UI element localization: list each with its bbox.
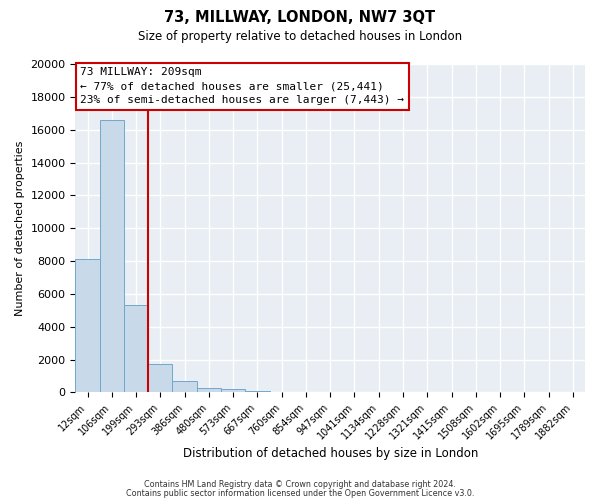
X-axis label: Distribution of detached houses by size in London: Distribution of detached houses by size … — [182, 447, 478, 460]
Text: 73 MILLWAY: 209sqm
← 77% of detached houses are smaller (25,441)
23% of semi-det: 73 MILLWAY: 209sqm ← 77% of detached hou… — [80, 68, 404, 106]
Bar — [124, 306, 148, 392]
Bar — [148, 364, 172, 392]
Bar — [100, 120, 124, 392]
Y-axis label: Number of detached properties: Number of detached properties — [15, 140, 25, 316]
Text: 73, MILLWAY, LONDON, NW7 3QT: 73, MILLWAY, LONDON, NW7 3QT — [164, 10, 436, 25]
Text: Contains HM Land Registry data © Crown copyright and database right 2024.: Contains HM Land Registry data © Crown c… — [144, 480, 456, 489]
Text: Size of property relative to detached houses in London: Size of property relative to detached ho… — [138, 30, 462, 43]
Bar — [76, 260, 100, 392]
Bar — [245, 391, 269, 392]
Bar — [172, 381, 197, 392]
Bar — [221, 389, 245, 392]
Text: Contains public sector information licensed under the Open Government Licence v3: Contains public sector information licen… — [126, 489, 474, 498]
Bar — [197, 388, 221, 392]
